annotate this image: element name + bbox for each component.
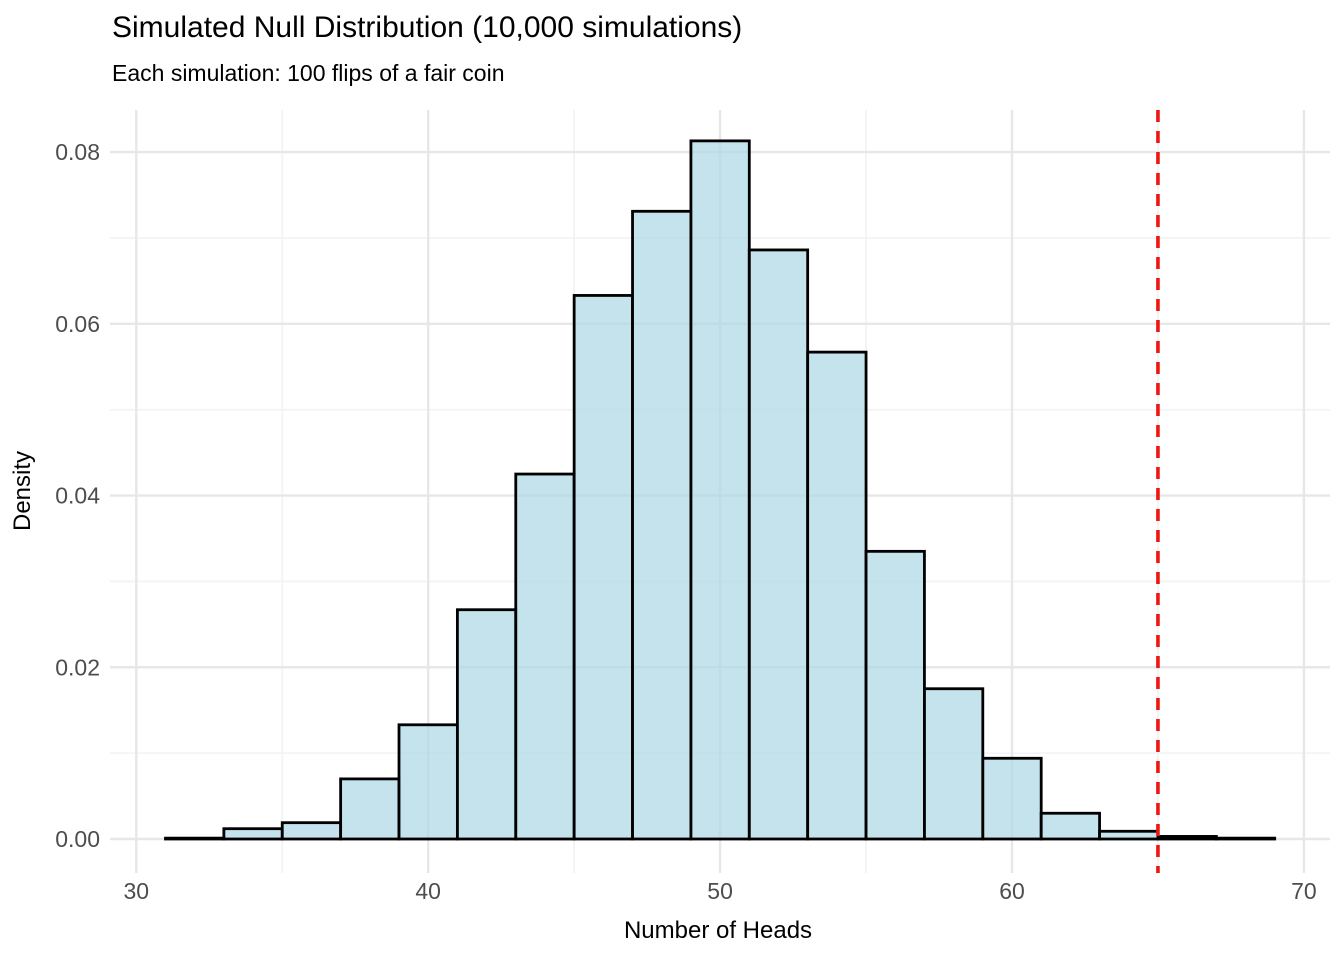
histogram-bar: [1214, 836, 1277, 841]
histogram-bar: [689, 139, 751, 841]
histogram-bar: [747, 248, 810, 841]
histogram-bar: [222, 827, 284, 841]
y-tick-label: 0.06: [55, 311, 100, 337]
x-tick-label: 70: [1291, 878, 1317, 904]
histogram-bar: [164, 836, 226, 841]
x-axis-tick-labels: 30 40 50 60 70: [124, 878, 1317, 904]
plot-title: Simulated Null Distribution (10,000 simu…: [112, 11, 743, 44]
x-tick-label: 50: [707, 878, 733, 904]
histogram-bar: [572, 294, 634, 841]
histogram-bar: [1156, 835, 1218, 841]
y-tick-label: 0.02: [55, 654, 100, 680]
x-tick-label: 30: [124, 878, 150, 904]
histogram-bar: [1098, 829, 1160, 841]
histogram-bar: [1039, 811, 1101, 841]
y-tick-label: 0.08: [55, 139, 100, 165]
y-axis-title: Density: [9, 451, 36, 531]
histogram-bar: [923, 687, 985, 841]
y-tick-label: 0.00: [55, 826, 100, 852]
y-axis-tick-labels: 0.00 0.02 0.04 0.06 0.08: [55, 139, 100, 852]
histogram-bar: [455, 608, 518, 841]
histogram-bar: [631, 209, 693, 841]
x-tick-label: 60: [999, 878, 1025, 904]
histogram-bar: [514, 472, 576, 841]
histogram-bar: [981, 756, 1043, 841]
histogram-bar: [864, 549, 926, 841]
histogram-bar: [397, 723, 459, 841]
histogram-bar: [280, 821, 343, 841]
x-tick-label: 40: [415, 878, 441, 904]
histogram-bar: [339, 777, 401, 841]
plot-subtitle: Each simulation: 100 flips of a fair coi…: [112, 60, 505, 86]
histogram-bars: [164, 139, 1277, 841]
y-tick-label: 0.04: [55, 483, 100, 509]
histogram-bar: [806, 350, 868, 841]
x-axis-title: Number of Heads: [624, 917, 812, 944]
